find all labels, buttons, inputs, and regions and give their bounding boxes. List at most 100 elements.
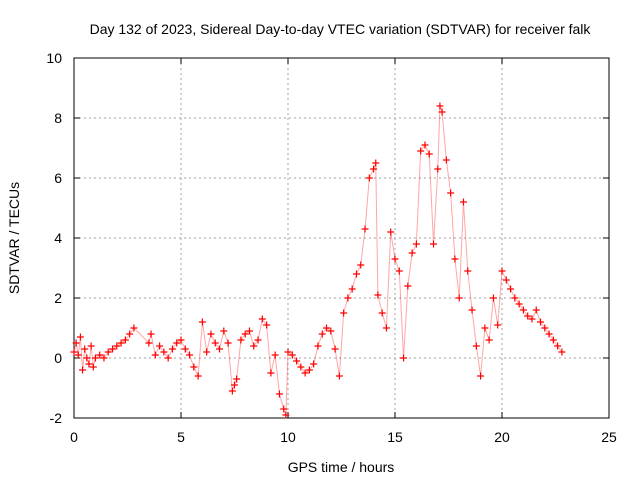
data-point xyxy=(301,369,309,377)
data-point xyxy=(70,348,78,356)
data-point xyxy=(237,336,245,344)
x-tick-label: 5 xyxy=(177,429,185,445)
y-tick-label: 4 xyxy=(54,230,62,246)
data-point xyxy=(489,294,497,302)
data-point xyxy=(231,381,238,389)
data-point xyxy=(327,327,335,335)
data-point xyxy=(404,282,412,290)
data-point xyxy=(370,165,378,173)
data-point xyxy=(481,324,489,332)
data-point xyxy=(378,309,386,317)
x-tick-label: 25 xyxy=(601,429,617,445)
data-point xyxy=(254,336,262,344)
data-point xyxy=(537,318,545,326)
x-tick-label: 15 xyxy=(387,429,403,445)
data-point xyxy=(447,189,455,197)
data-point xyxy=(130,324,138,332)
data-point xyxy=(198,318,206,326)
data-point xyxy=(455,294,463,302)
data-point xyxy=(382,324,390,332)
data-point xyxy=(545,330,553,338)
data-point xyxy=(186,351,194,359)
data-point xyxy=(267,369,275,377)
data-point xyxy=(464,267,472,275)
data-point xyxy=(528,315,536,323)
data-point xyxy=(515,300,523,308)
data-point xyxy=(224,339,232,347)
data-point xyxy=(79,366,87,374)
x-tick-labels: 0 5 10 15 20 25 xyxy=(70,429,617,445)
data-point xyxy=(271,351,279,359)
data-point xyxy=(387,228,395,236)
chart-title: Day 132 of 2023, Sidereal Day-to-day VTE… xyxy=(90,21,592,37)
data-point xyxy=(164,354,172,362)
y-tick-label: 2 xyxy=(54,290,62,306)
data-point xyxy=(357,261,365,269)
data-point xyxy=(85,360,93,368)
data-point xyxy=(532,306,540,314)
data-point xyxy=(361,225,369,233)
plot-frame xyxy=(73,57,610,419)
data-point xyxy=(207,330,215,338)
data-point xyxy=(340,309,348,317)
data-point xyxy=(293,357,301,365)
data-point xyxy=(104,348,112,356)
data-point xyxy=(519,306,527,314)
data-point xyxy=(151,351,159,359)
data-point xyxy=(434,165,442,173)
series-sdtvar xyxy=(70,102,566,419)
data-point xyxy=(365,174,373,182)
data-point xyxy=(121,336,129,344)
data-point xyxy=(412,240,420,248)
y-tick-label: 10 xyxy=(46,50,62,66)
data-points xyxy=(70,102,566,419)
data-point xyxy=(348,285,356,293)
data-point xyxy=(511,294,519,302)
data-point xyxy=(228,387,236,395)
data-point xyxy=(263,321,271,329)
data-point xyxy=(173,339,181,347)
data-point xyxy=(282,411,290,419)
data-point xyxy=(372,159,380,167)
x-tick-label: 20 xyxy=(494,429,510,445)
data-point xyxy=(126,330,134,338)
data-point xyxy=(549,336,557,344)
data-point xyxy=(147,330,155,338)
data-point xyxy=(485,336,493,344)
data-point xyxy=(524,312,532,320)
data-point xyxy=(297,363,305,371)
x-tick-label: 0 xyxy=(70,429,78,445)
data-point xyxy=(250,342,258,350)
data-point xyxy=(203,348,211,356)
data-point xyxy=(400,354,408,362)
data-point xyxy=(442,156,450,164)
data-point xyxy=(408,249,416,257)
data-point xyxy=(352,270,360,278)
data-point xyxy=(502,276,510,284)
data-point xyxy=(558,348,566,356)
data-point xyxy=(168,345,176,353)
data-point xyxy=(76,333,84,341)
data-point xyxy=(305,366,313,374)
y-tick-label: -2 xyxy=(50,410,63,426)
data-point xyxy=(100,354,108,362)
data-point xyxy=(160,348,168,356)
y-tick-label: 8 xyxy=(54,110,62,126)
data-point xyxy=(395,267,403,275)
data-point xyxy=(477,372,485,380)
data-point xyxy=(438,108,446,116)
y-axis-label: SDTVAR / TECUs xyxy=(6,182,22,294)
data-point xyxy=(498,267,506,275)
data-point xyxy=(451,255,459,263)
data-point xyxy=(72,339,80,347)
data-point xyxy=(109,345,117,353)
data-point xyxy=(421,141,429,149)
data-point xyxy=(331,345,339,353)
data-point xyxy=(284,348,292,356)
data-point xyxy=(541,324,549,332)
data-point xyxy=(216,345,224,353)
data-point xyxy=(194,372,202,380)
data-point xyxy=(288,351,296,359)
data-point xyxy=(211,339,219,347)
